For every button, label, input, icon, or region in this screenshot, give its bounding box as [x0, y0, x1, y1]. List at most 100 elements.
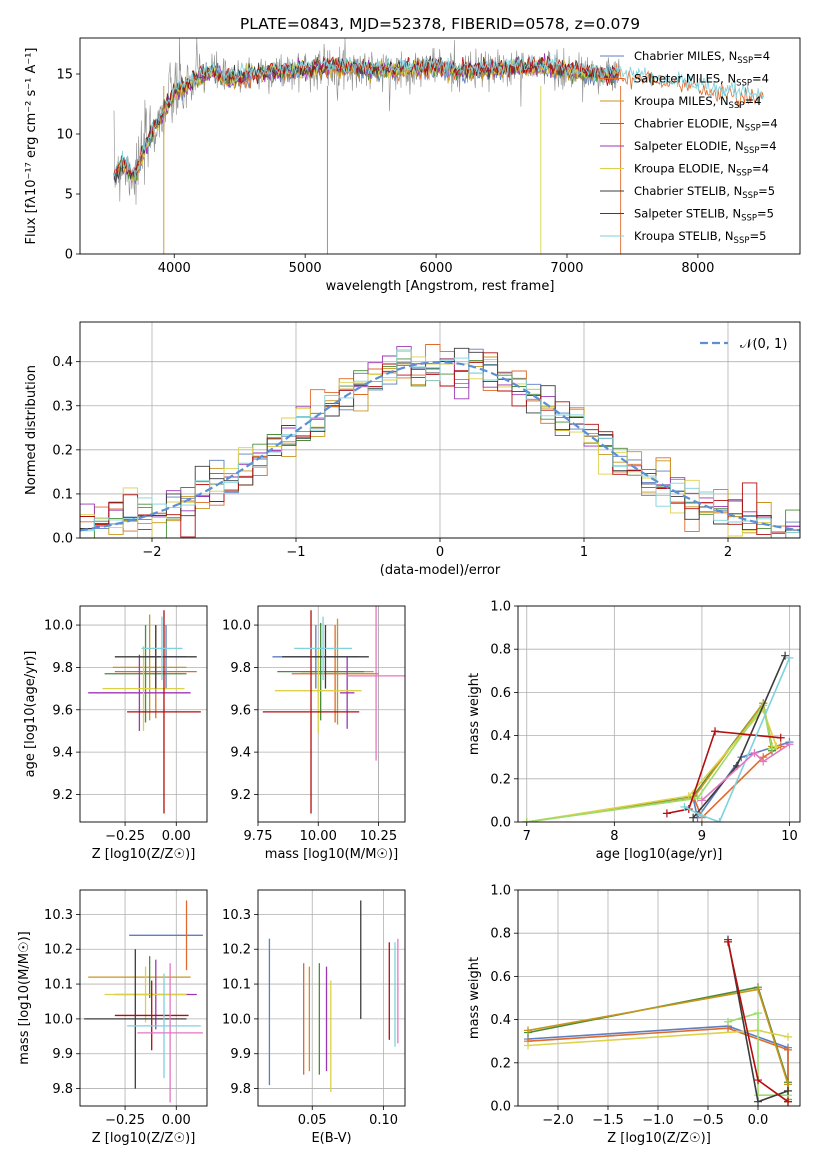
- weight-marker: [784, 1032, 792, 1041]
- x-tick-label: −2: [142, 545, 161, 560]
- y-tick-label: 10.0: [44, 619, 73, 634]
- legend-entry: Chabrier ELODIE, NSSP=4: [634, 117, 778, 134]
- x-tick-label: 4000: [158, 261, 191, 276]
- y-tick-label: 1.0: [490, 600, 511, 615]
- y-axis-label: mass weight: [467, 957, 482, 1039]
- panel-residuals: −2 −1 0 1 2 0.0 0.1 0.2 0.3 0.4 (data-model)/error…: [24, 321, 801, 578]
- plot-area: [522, 651, 794, 822]
- weight-marker: [784, 1097, 792, 1106]
- y-axis-label: Flux [fλ10⁻¹⁷ erg cm⁻² s⁻¹ A⁻¹]: [24, 48, 39, 245]
- y-tick-label: 9.6: [52, 703, 73, 718]
- y-tick-label: 10.0: [44, 1012, 73, 1027]
- x-tick-label: 7: [523, 829, 531, 844]
- x-tick-label: −0.5: [692, 1113, 724, 1128]
- x-tick-label: 10: [781, 829, 798, 844]
- x-tick-label: 8: [610, 829, 618, 844]
- y-tick-label: 0.2: [490, 772, 511, 787]
- x-tick-label: 0.00: [162, 829, 191, 844]
- x-axis-label: (data-model)/error: [380, 563, 501, 578]
- x-tick-label: 2: [724, 545, 732, 560]
- weight-line: [684, 657, 791, 822]
- y-tick-label: 9.2: [52, 788, 73, 803]
- y-tick-label: 10.1: [222, 978, 251, 993]
- panel-spectrum: 4000 5000 6000 7000 8000 0 5 10 15 wavelength [An…: [24, 37, 801, 294]
- legend-entry: Salpeter ELODIE, NSSP=4: [634, 139, 777, 156]
- legend-entry: Kroupa STELIB, NSSP=5: [634, 229, 766, 246]
- weight-marker: [715, 818, 724, 822]
- y-tick-label: 0.0: [490, 816, 511, 831]
- y-tick-label: 5: [65, 188, 73, 203]
- weight-marker: [662, 809, 671, 818]
- x-tick-label: 0.05: [298, 1113, 327, 1128]
- residual-histogram: [80, 349, 800, 538]
- y-tick-label: 0.1: [52, 487, 73, 502]
- x-tick-label: 8000: [681, 261, 714, 276]
- legend-entry: Chabrier STELIB, NSSP=5: [634, 184, 775, 201]
- weight-marker: [785, 653, 794, 662]
- x-tick-label: −0.25: [105, 829, 145, 844]
- plot-area: [80, 344, 800, 538]
- y-tick-label: 10.3: [44, 908, 73, 923]
- weight-marker: [689, 813, 698, 822]
- y-tick-label: 0.2: [52, 443, 73, 458]
- x-tick-label: −2.0: [542, 1113, 574, 1128]
- x-axis-label: wavelength [Angstrom, rest frame]: [326, 279, 555, 294]
- legend-entry: Kroupa MILES, NSSP=4: [634, 94, 761, 111]
- model-spectrum-line: [113, 54, 764, 178]
- y-tick-label: 9.4: [230, 746, 251, 761]
- y-axis-label: mass [log10(M/M☉)]: [17, 931, 32, 1064]
- y-tick-label: 0.4: [52, 355, 73, 370]
- x-axis-label: Z [log10(Z/Z☉)]: [92, 847, 196, 862]
- axes-frame: [79, 889, 208, 1107]
- weight-marker: [776, 733, 785, 742]
- axes-frame: [257, 889, 406, 1107]
- x-tick-label: 0.0: [748, 1113, 769, 1128]
- axes-frame: [257, 605, 406, 823]
- y-tick-label: 0.6: [490, 686, 511, 701]
- x-tick-label: 6000: [420, 261, 453, 276]
- weight-line: [526, 703, 773, 822]
- panel-age_vs_mass: 9.75 10.00 10.25 9.2 9.4 9.6 9.8 10.0 mass [log1…: [222, 605, 406, 862]
- y-tick-label: 0.4: [490, 729, 511, 744]
- x-tick-label: 9.75: [244, 829, 273, 844]
- weight-marker: [711, 727, 720, 736]
- y-tick-label: 0.2: [490, 1056, 511, 1071]
- panel-mass_vs_ebv: 0.05 0.10 9.8 9.9 10.0 10.1 10.2 10.3 E(B-V): [222, 889, 406, 1146]
- x-tick-label: 0: [436, 545, 444, 560]
- x-tick-label: 10.00: [300, 829, 337, 844]
- y-tick-label: 0.0: [52, 532, 73, 547]
- y-tick-label: 9.9: [52, 1047, 73, 1062]
- x-tick-label: 1: [580, 545, 588, 560]
- x-tick-label: 0.00: [162, 1113, 191, 1128]
- x-axis-label: age [log10(age/yr)]: [596, 847, 723, 862]
- x-axis-label: Z [log10(Z/Z☉)]: [607, 1131, 711, 1146]
- y-tick-label: 0.4: [490, 1013, 511, 1028]
- plot-area: [113, 38, 764, 254]
- x-tick-label: 5000: [289, 261, 322, 276]
- panel-weight_vs_Z: −2.0 −1.5 −1.0 −0.5 0.0 0.0 0.2 0.4 0.6 0.8 1.0 Z […: [467, 884, 801, 1146]
- weight-marker: [693, 794, 702, 803]
- y-tick-label: 9.8: [52, 1082, 73, 1097]
- plot-area: [84, 900, 203, 1103]
- x-axis-label: Z [log10(Z/Z☉)]: [92, 1131, 196, 1146]
- x-tick-label: 9: [698, 829, 706, 844]
- y-tick-label: 9.2: [230, 788, 251, 803]
- weight-marker: [784, 1086, 792, 1095]
- weight-marker: [754, 1009, 762, 1018]
- legend-entry: Kroupa ELODIE, NSSP=4: [634, 162, 769, 179]
- y-tick-label: 9.8: [230, 661, 251, 676]
- x-tick-label: 0.10: [369, 1113, 398, 1128]
- weight-marker: [754, 1097, 762, 1106]
- y-axis-label: age [log10(age/yr)]: [23, 651, 38, 778]
- plot-area: [268, 900, 399, 1093]
- y-tick-label: 10.2: [44, 943, 73, 958]
- x-axis-label: E(B-V): [311, 1131, 351, 1146]
- x-tick-label: −1: [286, 545, 305, 560]
- panel-age_vs_Z: −0.25 0.00 9.2 9.4 9.6 9.8 10.0 Z [log10(Z/Z☉)]…: [23, 605, 208, 862]
- weight-marker: [784, 1045, 792, 1054]
- weight-line: [701, 743, 790, 801]
- weight-marker: [522, 818, 531, 822]
- weight-marker: [680, 802, 689, 811]
- figure-title: PLATE=0843, MJD=52378, FIBERID=0578, z=0…: [240, 15, 640, 33]
